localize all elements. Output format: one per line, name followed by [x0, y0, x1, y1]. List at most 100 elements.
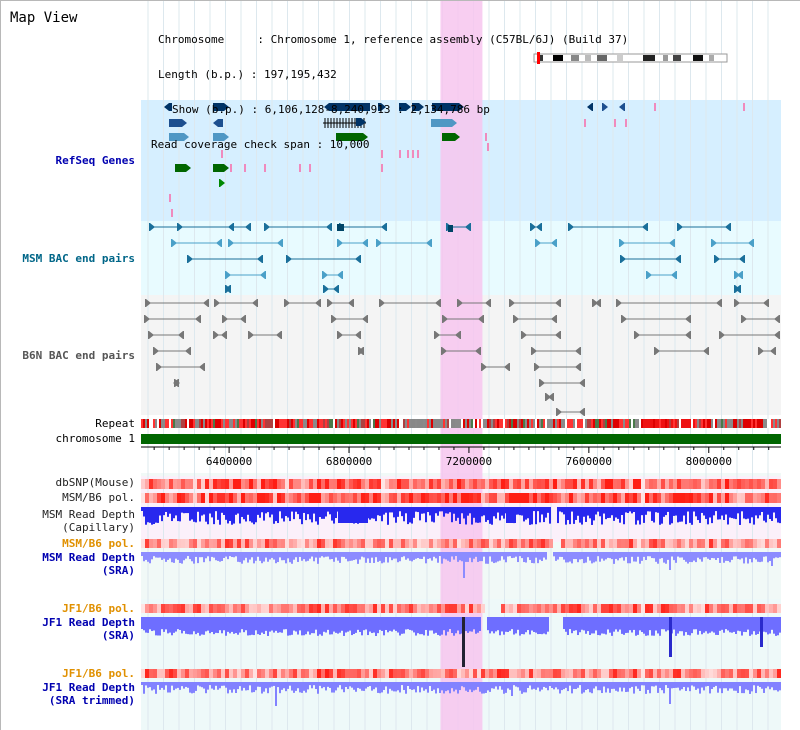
msm-depth-capillary-bar	[541, 507, 543, 515]
jf1-depth-trim-bar	[759, 682, 761, 688]
msm-depth-capillary-bar	[429, 507, 431, 516]
jf1-depth-bar	[333, 617, 335, 632]
msm-depth-capillary-bar	[651, 507, 653, 521]
msm-depth-capillary-bar	[623, 507, 625, 525]
msm-pol-sra-cell	[733, 539, 737, 548]
repeat-element	[751, 419, 753, 428]
msm-depth-sra-bar	[727, 552, 729, 561]
msm-depth-sra-bar	[459, 552, 461, 561]
msm-depth-capillary-bar-spike	[338, 507, 368, 523]
jf1-depth-trim-bar	[465, 682, 467, 691]
msm-pol-cell	[313, 493, 317, 503]
repeat-element	[237, 419, 239, 428]
jf1-depth-trim-bar	[699, 682, 701, 694]
repeat-element	[221, 419, 223, 428]
jf1-pol-trim-cell	[397, 669, 401, 678]
jf1-depth-trim-bar	[477, 682, 479, 687]
msm-depth-sra-bar	[455, 552, 457, 557]
dbsnp-cell	[553, 479, 557, 489]
bac-end	[355, 255, 361, 263]
msm-depth-sra-bar	[663, 552, 665, 563]
msm-depth-capillary-bar	[327, 507, 329, 512]
msm-pol-cell	[753, 493, 757, 503]
dbsnp-cell	[377, 479, 381, 489]
dbsnp-cell	[501, 479, 505, 489]
repeat-element	[331, 419, 333, 428]
msm-depth-capillary-bar	[711, 507, 713, 524]
track-label-b6n-bac[interactable]: B6N BAC end pairs	[22, 349, 135, 362]
jf1-depth-trim-bar	[707, 682, 709, 687]
repeat-element	[213, 419, 215, 428]
msm-depth-capillary-bar	[741, 507, 743, 512]
jf1-depth-bar	[635, 617, 637, 636]
msm-pol-cell	[341, 493, 345, 503]
jf1-pol-cell	[213, 604, 217, 613]
msm-depth-capillary-bar	[213, 507, 215, 525]
msm-pol-sra-cell	[213, 539, 217, 548]
repeat-element	[355, 419, 357, 428]
msm-depth-sra-bar	[211, 552, 213, 557]
jf1-pol-trim-cell	[557, 669, 561, 678]
msm-depth-capillary-bar	[141, 507, 143, 512]
msm-depth-capillary-bar	[451, 507, 453, 523]
jf1-depth-trim-bar	[769, 682, 771, 690]
jf1-depth-bar	[673, 617, 675, 630]
jf1-depth-trim-bar	[313, 682, 315, 686]
msm-pol-sra-cell	[645, 539, 649, 548]
jf1-depth-bar	[685, 617, 687, 633]
jf1-depth-trim-bar	[571, 682, 573, 694]
repeat-element	[329, 419, 331, 428]
repeat-element	[433, 419, 435, 428]
dbsnp-cell	[429, 479, 433, 489]
jf1-depth-trimmed-line2: (SRA trimmed)	[48, 694, 135, 707]
repeat-element	[719, 419, 721, 428]
msm-pol-sra-cell	[177, 539, 181, 548]
jf1-depth-trim-bar	[737, 682, 739, 693]
msm-depth-sra-bar	[757, 552, 759, 562]
jf1-depth-bar	[327, 617, 329, 630]
msm-pol-cell	[653, 493, 657, 503]
msm-depth-sra-bar	[749, 552, 751, 560]
repeat-element	[401, 419, 403, 428]
track-label-msm-bac[interactable]: MSM BAC end pairs	[22, 252, 135, 265]
repeat-element	[417, 419, 419, 428]
jf1-depth-trim-bar	[153, 682, 155, 690]
msm-depth-sra-bar	[181, 552, 183, 564]
msm-depth-capillary-bar	[225, 507, 227, 520]
refseq-gene	[213, 119, 223, 127]
bac-end	[654, 347, 660, 355]
track-label-refseq[interactable]: RefSeq Genes	[55, 154, 135, 167]
repeat-element	[531, 419, 533, 428]
refseq-gene	[378, 103, 386, 111]
msm-pol-sra-cell	[681, 539, 685, 548]
jf1-depth-bar	[347, 617, 349, 632]
msm-depth-capillary-bar	[163, 507, 165, 516]
msm-pol-cell	[309, 493, 313, 503]
msm-depth-capillary-bar	[577, 507, 579, 516]
jf1-depth-trim-bar	[331, 682, 333, 693]
repeat-element	[639, 419, 641, 428]
msm-pol-cell	[725, 493, 729, 503]
jf1-depth-trim-bar	[647, 682, 649, 690]
jf1-depth-bar	[351, 617, 353, 636]
msm-depth-sra-bar	[717, 552, 719, 558]
refseq-pseudo-mark	[299, 164, 301, 172]
bac-end	[225, 285, 231, 293]
jf1-depth-trim-bar	[417, 682, 419, 687]
msm-depth-capillary-bar	[697, 507, 699, 521]
jf1-depth-trim-bar	[499, 682, 501, 687]
msm-pol-cell	[569, 493, 573, 503]
jf1-depth-trim-bar	[663, 682, 665, 694]
repeat-element	[421, 419, 423, 428]
msm-pol-cell	[713, 493, 717, 503]
msm-depth-capillary-bar	[369, 507, 371, 520]
repeat-element	[171, 419, 173, 428]
jf1-pol-trim-cell	[685, 669, 689, 678]
msm-depth-sra-bar	[683, 552, 685, 560]
repeat-element	[745, 419, 747, 428]
msm-pol-cell	[389, 493, 393, 503]
repeat-element	[449, 419, 451, 428]
jf1-pol-cell	[473, 604, 477, 613]
msm-pol-cell	[757, 493, 761, 503]
